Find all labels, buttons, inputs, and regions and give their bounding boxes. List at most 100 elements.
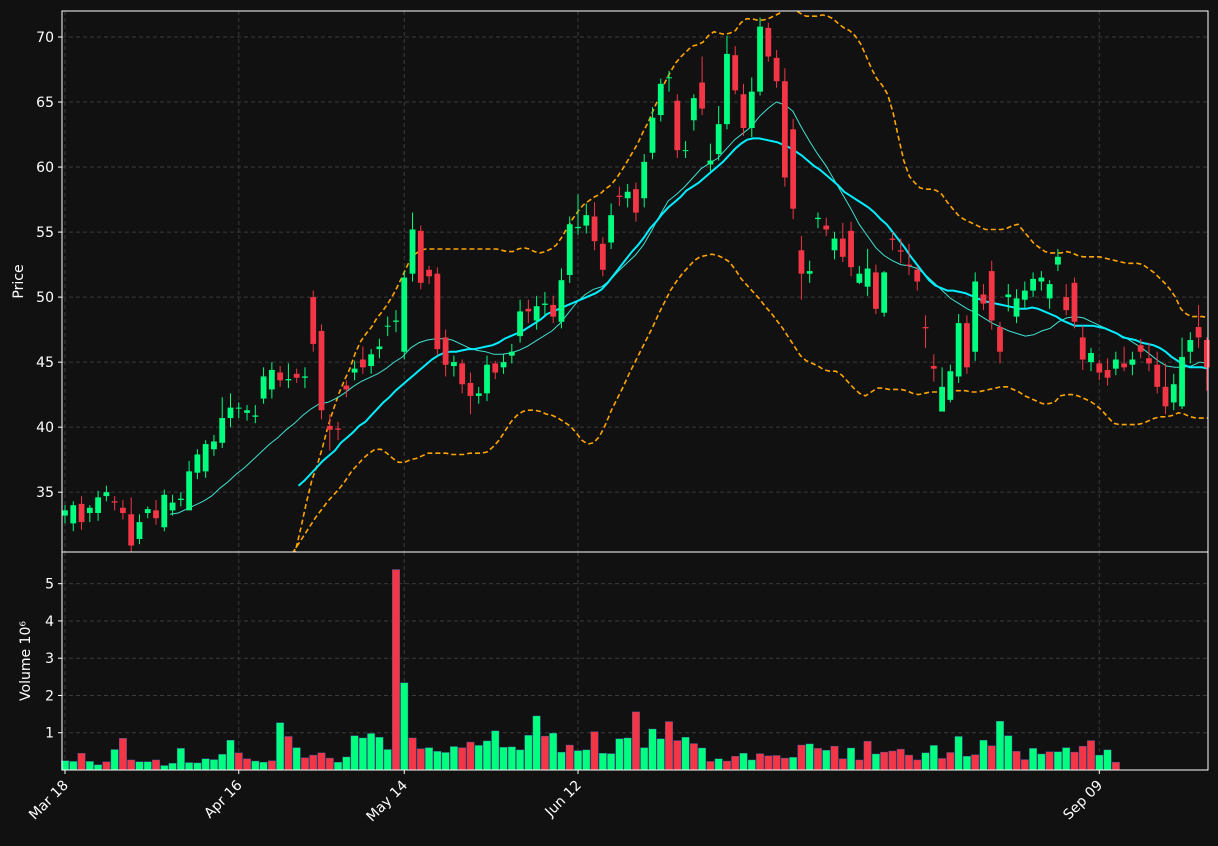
candle-body [177,498,184,500]
volume-bar [996,720,1004,771]
volume-bar [102,761,111,771]
candle-body [997,327,1003,352]
volume-bar [830,745,839,771]
volume-bar [582,749,591,771]
volume-panel-frame [61,551,1209,771]
candle-body [740,94,747,129]
candle-body [318,330,325,411]
volume-bar [632,711,640,771]
volume-bar [441,752,450,771]
candle-body [434,273,441,350]
volume-bar [425,747,433,771]
volume-bar [449,746,458,771]
volume-bar [847,747,855,771]
volume-bar [871,753,880,771]
candle-body [1005,294,1012,298]
volume-bar [358,737,367,771]
volume-bar [152,759,160,771]
volume-bar [648,728,657,771]
volume-tick-label: 1 [45,726,54,742]
candle-body [409,229,416,274]
volume-bar [540,735,549,771]
slow-ma-line [297,137,1208,487]
candle-body [169,502,176,511]
candle-body [682,150,689,152]
candle-body [277,372,284,381]
candle-body [980,294,987,304]
candle-body [972,281,979,352]
volume-bar [656,738,665,771]
volume-bar [731,756,740,771]
candle-body [1096,363,1103,373]
candle-body [1030,278,1036,291]
candle-body [450,362,457,367]
candle-body [1013,298,1020,317]
candle-body [575,226,581,229]
volume-bar [392,569,400,771]
candle-body [1137,345,1144,352]
candle-body [70,505,77,524]
candle-body [211,441,217,450]
candle-body [359,359,366,368]
volume-bar [706,761,715,771]
candle-body [62,510,68,516]
volume-bar [714,758,723,771]
volume-bar [94,764,103,771]
candle-body [707,160,714,165]
volume-bar [1004,735,1013,771]
candle-body [95,497,101,513]
candle-body [599,243,606,270]
volume-bar [946,752,955,771]
candle-body [988,271,995,321]
volume-bar [276,722,285,771]
candle-body [401,277,408,352]
candle-body [484,364,490,394]
volume-bar [896,748,905,771]
volume-bar [168,763,177,771]
price-y-ticks: 35 40 45 50 55 60 65 70 [36,30,62,501]
candle-body [781,81,788,178]
volume-bar [383,749,392,771]
candle-body [1162,386,1169,407]
candle-body [616,195,623,197]
candle-body [194,454,201,473]
candle-body [1063,297,1070,311]
candle-body [525,308,532,312]
volume-bar [317,752,326,771]
volume-bar [176,748,185,771]
candle-body [748,91,755,129]
volume-bar [855,759,864,771]
volume-bar [77,753,86,771]
volume-y-axis-label: Volume 10⁶ [18,621,34,701]
candle-body [798,250,805,274]
volume-bar [1012,751,1021,771]
volume-bar [342,756,351,771]
volume-bar [433,751,442,771]
candle-body [120,507,126,513]
volume-bar [880,751,889,771]
volume-bar [185,762,194,771]
candle-body [815,217,821,220]
volume-bar [756,753,764,771]
volume-bar [284,736,293,771]
candle-body [219,418,226,443]
volume-bars [61,569,1120,771]
volume-bar [971,754,980,771]
candle-body [591,216,598,242]
moving-averages [169,101,1208,515]
candle-body [475,393,482,396]
volume-bar [143,761,152,771]
volume-bar [921,752,930,771]
candle-body [1154,364,1161,387]
candle-body [384,325,391,327]
candle-body [657,83,664,116]
volume-bar [1095,754,1104,771]
volume-bar [400,682,409,771]
volume-bar [1070,751,1079,771]
candle-body [939,386,945,412]
volume-bar [160,765,169,771]
candlesticks [62,17,1210,552]
candle-body [773,57,780,82]
candle-body [550,304,557,317]
